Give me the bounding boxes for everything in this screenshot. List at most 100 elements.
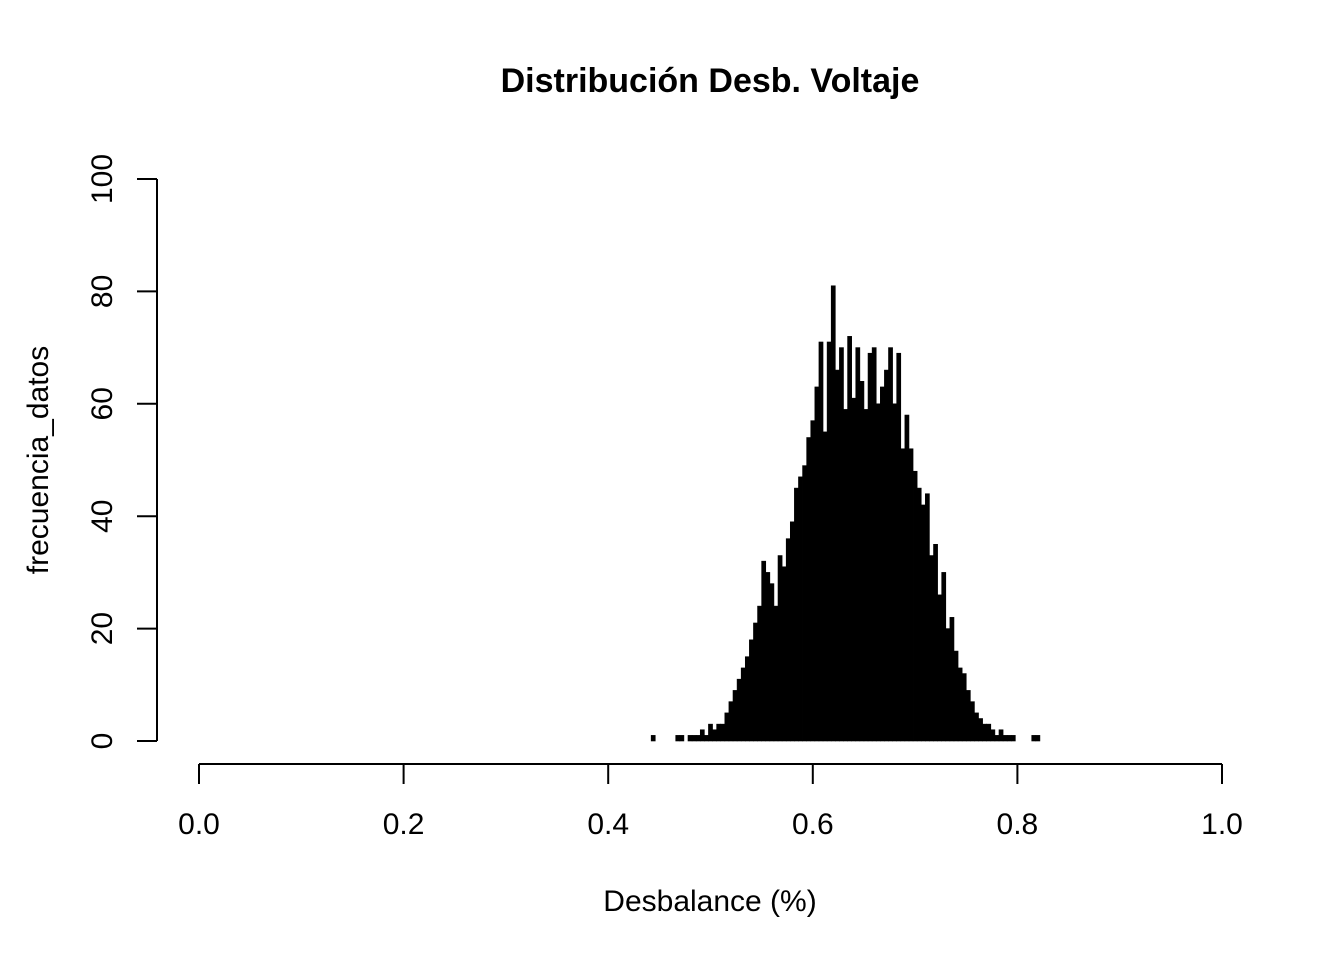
histogram-bar [851, 397, 857, 742]
histogram-bar [675, 735, 681, 742]
histogram-bar [708, 723, 713, 742]
histogram-bar [937, 594, 942, 742]
y-tick-label: 0 [86, 733, 119, 750]
histogram-bar [912, 470, 918, 742]
histogram-bar [740, 667, 746, 742]
histogram-bar [982, 723, 988, 742]
histogram-bar [1006, 735, 1012, 742]
histogram-bar [1002, 735, 1008, 742]
x-tick-label: 1.0 [1201, 808, 1243, 841]
histogram-bar [847, 336, 852, 742]
histogram-bar [789, 521, 795, 742]
histogram-bar [925, 493, 930, 742]
histogram-bar [974, 712, 979, 742]
histogram-bar [1031, 735, 1037, 742]
histogram-bar [773, 605, 779, 742]
histogram-bar [884, 369, 889, 742]
histogram-bar [769, 583, 775, 742]
histogram-bar [1035, 735, 1041, 742]
histogram-bar [904, 414, 910, 742]
histogram-bar [896, 352, 902, 742]
histogram-bar [704, 735, 709, 742]
histogram-bar [965, 690, 971, 742]
x-tick-label: 0.4 [587, 808, 629, 841]
x-axis-label: Desbalance (%) [603, 885, 816, 918]
histogram-bar [794, 487, 799, 742]
y-tick-label: 100 [86, 154, 119, 204]
histogram-bar [826, 341, 832, 742]
histogram-bar [822, 431, 828, 742]
histogram-bar [970, 701, 975, 742]
histogram-bar [777, 555, 783, 742]
histogram-bar [716, 723, 722, 742]
histogram-bar [839, 347, 844, 742]
histogram-bar [728, 701, 734, 742]
histogram-bar [753, 622, 758, 742]
x-tick-label: 0.6 [792, 808, 834, 841]
y-tick-label: 60 [86, 387, 119, 420]
histogram-bar [888, 347, 893, 742]
histogram-bar [712, 729, 717, 742]
histogram-bar [650, 735, 656, 742]
y-tick-label: 40 [86, 500, 119, 533]
histogram-bar [736, 678, 742, 742]
histogram-bar [871, 347, 877, 742]
histogram-bar [941, 572, 947, 742]
histogram-bar [691, 735, 697, 742]
histogram-bar [880, 386, 885, 742]
histogram-bar [978, 718, 983, 742]
histogram-bar [810, 420, 816, 742]
histogram-bar [830, 285, 836, 742]
histogram-bar [806, 437, 812, 742]
histogram-bar [957, 667, 963, 742]
histogram-bar [835, 369, 840, 742]
histogram-bar [900, 448, 906, 742]
histogram-bar [994, 735, 1000, 742]
histogram-bar [781, 566, 787, 742]
histogram-bar [765, 572, 771, 742]
histogram-bar [875, 403, 881, 742]
histogram-bar [855, 347, 861, 742]
histogram-bar [732, 690, 738, 742]
x-tick-label: 0.2 [383, 808, 425, 841]
histogram-bar [990, 729, 996, 742]
histogram-bar [920, 504, 926, 742]
histogram-bar [867, 352, 873, 742]
histogram-bar [953, 650, 959, 742]
histogram-bar [818, 341, 824, 742]
histogram-bar [949, 617, 955, 742]
histogram-bar [859, 381, 865, 742]
x-tick-label: 0.0 [178, 808, 220, 841]
histogram-bar [998, 729, 1004, 742]
histogram-bar [744, 656, 750, 742]
histogram-bar [843, 409, 848, 742]
histogram-bar [814, 386, 820, 742]
histogram-bar [699, 729, 705, 742]
histogram-bar [916, 487, 922, 742]
y-tick-label: 80 [86, 275, 119, 308]
histogram-bar [802, 465, 807, 742]
chart-title: Distribución Desb. Voltaje [501, 62, 920, 100]
y-axis-label: frecuencia_datos [22, 346, 55, 575]
histogram-bar [1010, 735, 1016, 742]
histogram-bar [986, 723, 992, 742]
y-axis: 0 20 40 60 80 100 [86, 154, 158, 750]
histogram-bar [908, 448, 914, 742]
x-tick-label: 0.8 [997, 808, 1039, 841]
histogram-bar [724, 712, 730, 742]
histogram-bar [929, 555, 934, 742]
bars-group [650, 285, 1041, 742]
histogram-bar [945, 628, 951, 742]
histogram-bar [687, 735, 693, 742]
histogram-bar [757, 605, 762, 742]
histogram-bar [695, 735, 701, 742]
histogram-bar [749, 639, 754, 742]
histogram-bar [863, 409, 869, 742]
histogram-bar [892, 403, 897, 742]
y-tick-label: 20 [86, 612, 119, 645]
histogram-bar [720, 723, 726, 742]
histogram-bar [679, 735, 685, 742]
x-axis: 0.0 0.2 0.4 0.6 0.8 1.0 [178, 763, 1243, 841]
histogram-bar [798, 476, 803, 742]
